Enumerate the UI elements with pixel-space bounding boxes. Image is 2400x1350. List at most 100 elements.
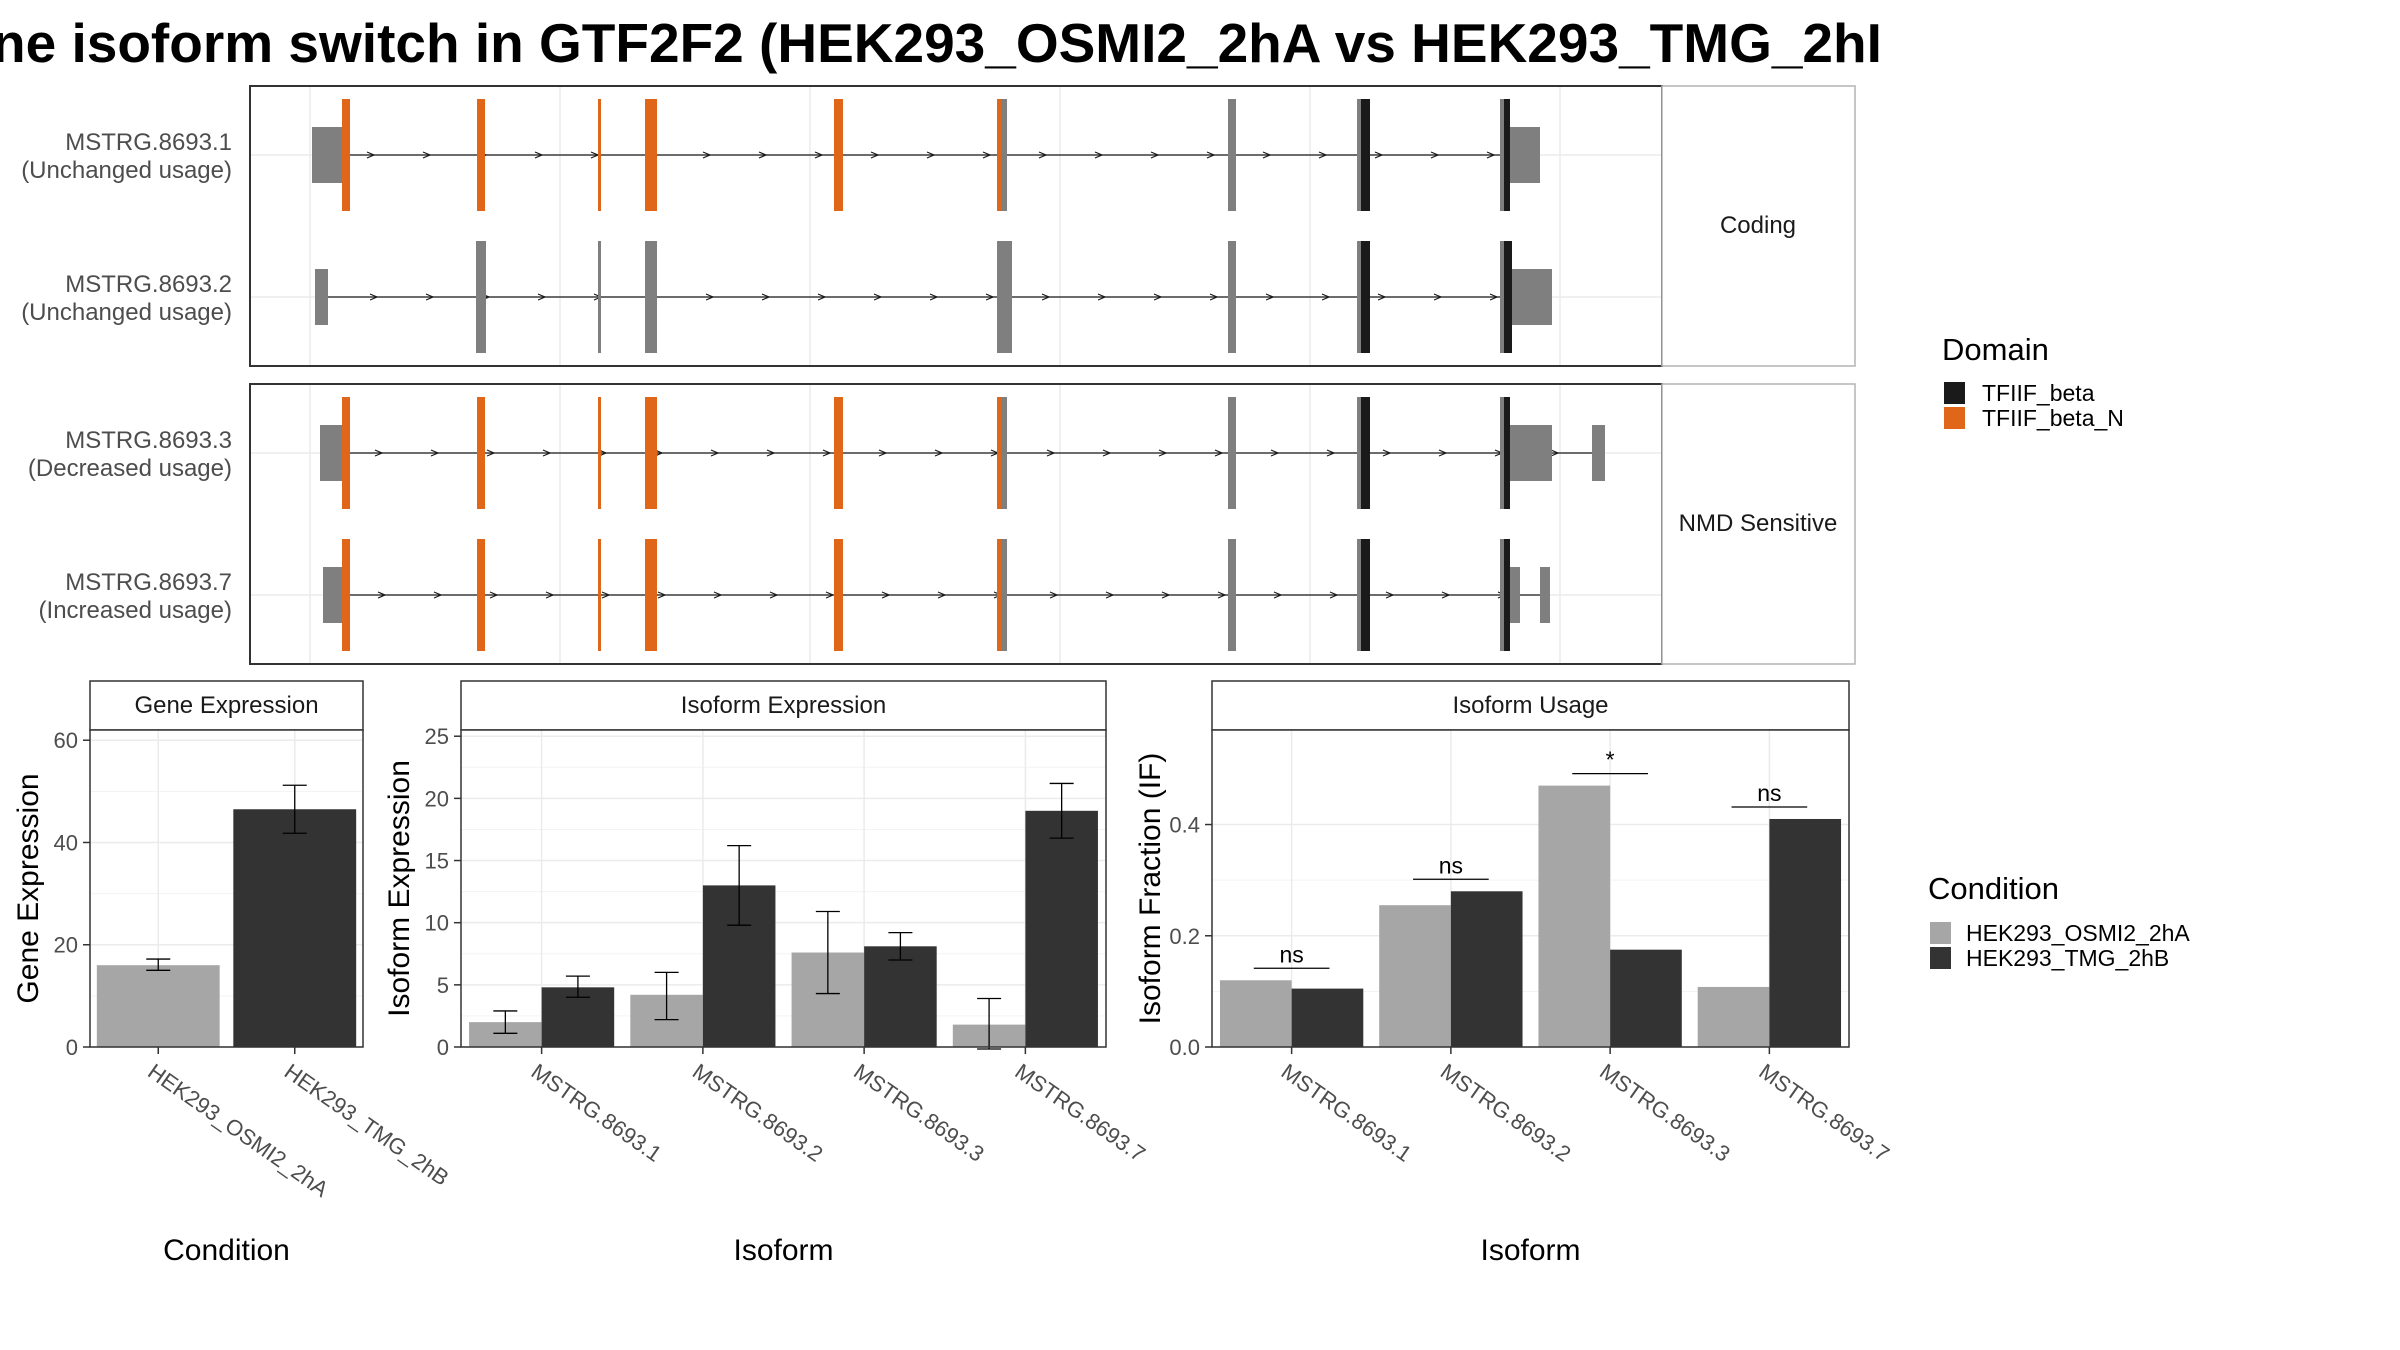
utr-exon bbox=[1510, 425, 1552, 481]
domain-legend-title: Domain bbox=[1942, 332, 2049, 367]
intron-arrow bbox=[710, 449, 720, 457]
utr-exon bbox=[1592, 425, 1605, 481]
x-tick-label: MSTRG.8693.7 bbox=[1011, 1059, 1151, 1167]
y-tick-label: 40 bbox=[54, 830, 78, 855]
utr-exon bbox=[1512, 269, 1552, 325]
strip-coding-label: Coding bbox=[1720, 212, 1796, 239]
legend-label-condition-a: HEK293_OSMI2_2hA bbox=[1966, 920, 2190, 946]
intron-arrow bbox=[1209, 293, 1219, 301]
intron-arrow bbox=[366, 151, 376, 159]
intron-arrow bbox=[926, 151, 936, 159]
intron-arrow bbox=[1161, 591, 1171, 599]
cds-exon-tfiif-beta-n bbox=[645, 99, 657, 211]
cds-exon bbox=[1228, 99, 1236, 211]
isoform-usage-8693-2: (Unchanged usage) bbox=[21, 299, 232, 326]
x-tick-label: MSTRG.8693.2 bbox=[688, 1059, 828, 1167]
y-tick-label: 0.2 bbox=[1169, 924, 1200, 949]
legend-swatch-tfiif-beta bbox=[1944, 382, 1965, 404]
x-axis-title: Condition bbox=[163, 1234, 290, 1267]
y-tick-label: 0 bbox=[437, 1035, 449, 1060]
y-axis-title: Gene Expression bbox=[12, 773, 45, 1003]
cds-exon bbox=[645, 241, 657, 353]
intron-arrow bbox=[1326, 449, 1336, 457]
intron-arrow bbox=[1041, 293, 1051, 301]
intron-arrow bbox=[1262, 151, 1272, 159]
utr-exon bbox=[1540, 567, 1550, 623]
y-tick-label: 10 bbox=[425, 911, 449, 936]
cds-exon bbox=[1228, 539, 1236, 651]
cds-exon-tfiif-beta-n bbox=[342, 539, 350, 651]
cds-exon-tfiif-beta-n bbox=[342, 99, 350, 211]
intron-arrow bbox=[537, 293, 547, 301]
cds-exon bbox=[1357, 241, 1361, 353]
intron-arrow bbox=[982, 151, 992, 159]
intron-arrow bbox=[1430, 151, 1440, 159]
legend-swatch-tfiif-beta-n bbox=[1944, 407, 1965, 429]
structure-panel-coding bbox=[249, 85, 1663, 367]
cds-exon-tfiif-beta bbox=[1361, 539, 1370, 651]
intron-arrow bbox=[542, 449, 552, 457]
significance-label: ns bbox=[1757, 780, 1781, 806]
chart-isoform-expression: Isoform Expression 0 5 10 15 20 25 MSTRG.8693.1… bbox=[383, 680, 1151, 1267]
chart-strip bbox=[89, 680, 364, 731]
y-tick-label: 5 bbox=[437, 973, 449, 998]
strip-nmd-sensitive-label: NMD Sensitive bbox=[1679, 510, 1838, 537]
cds-exon-tfiif-beta-n bbox=[477, 99, 485, 211]
utr-exon bbox=[1510, 127, 1540, 183]
intron-arrow bbox=[374, 449, 384, 457]
intron-arrow bbox=[1214, 449, 1224, 457]
isoform-usage-8693-7: (Increased usage) bbox=[39, 597, 232, 624]
intron-arrow bbox=[425, 293, 435, 301]
cds-exon-tfiif-beta-n bbox=[477, 539, 485, 651]
bar bbox=[1610, 949, 1682, 1047]
intron-arrow bbox=[486, 449, 496, 457]
y-tick-label: 20 bbox=[54, 933, 78, 958]
cds-exon-tfiif-beta bbox=[1504, 99, 1510, 211]
cds-exon-tfiif-beta-n bbox=[834, 539, 843, 651]
x-tick-label: MSTRG.8693.2 bbox=[1436, 1059, 1576, 1167]
x-tick-label: MSTRG.8693.3 bbox=[849, 1059, 989, 1167]
intron-arrow bbox=[433, 591, 443, 599]
intron-arrow bbox=[1097, 293, 1107, 301]
intron-arrow bbox=[1270, 449, 1280, 457]
intron-arrow bbox=[377, 591, 387, 599]
cds-exon bbox=[1357, 539, 1361, 651]
chart-strip-title: Isoform Usage bbox=[1452, 692, 1608, 719]
cds-exon bbox=[997, 241, 1009, 353]
y-tick-label: 60 bbox=[54, 728, 78, 753]
cds-exon bbox=[1500, 241, 1504, 353]
y-tick-label: 0 bbox=[66, 1035, 78, 1060]
intron-arrow bbox=[1486, 151, 1496, 159]
intron-arrow bbox=[758, 151, 768, 159]
intron-arrow bbox=[822, 449, 832, 457]
cds-exon bbox=[1001, 539, 1007, 651]
cds-exon-tfiif-beta-n bbox=[598, 99, 601, 211]
intron-arrow bbox=[1321, 293, 1331, 301]
intron-arrow bbox=[1438, 449, 1448, 457]
x-tick-label: MSTRG.8693.7 bbox=[1755, 1059, 1895, 1167]
intron-arrow bbox=[934, 449, 944, 457]
cds-exon bbox=[1500, 99, 1504, 211]
isoform-label-8693-3: MSTRG.8693.3 bbox=[65, 427, 232, 454]
cds-exon-tfiif-beta-n bbox=[834, 397, 843, 509]
intron-arrow bbox=[430, 449, 440, 457]
intron-arrow bbox=[1102, 449, 1112, 457]
structure-panel-nmd bbox=[249, 383, 1663, 665]
legend-label-condition-b: HEK293_TMG_2hB bbox=[1966, 945, 2169, 971]
x-axis-title: Isoform bbox=[733, 1234, 833, 1267]
intron-arrow bbox=[713, 591, 723, 599]
legend-label-tfiif-beta-n: TFIIF_beta_N bbox=[1982, 405, 2124, 431]
intron-arrow bbox=[825, 591, 835, 599]
x-tick-label: MSTRG.8693.1 bbox=[1277, 1059, 1417, 1167]
intron-arrow bbox=[489, 591, 499, 599]
cds-exon-tfiif-beta bbox=[1504, 397, 1510, 509]
cds-exon bbox=[598, 241, 601, 353]
cds-exon bbox=[1001, 99, 1007, 211]
intron-arrow bbox=[881, 591, 891, 599]
intron-arrow bbox=[1318, 151, 1328, 159]
intron-arrow bbox=[1433, 293, 1443, 301]
intron-arrow bbox=[1329, 591, 1339, 599]
x-tick-label: MSTRG.8693.1 bbox=[527, 1059, 667, 1167]
significance-label: ns bbox=[1439, 852, 1463, 878]
intron-arrow bbox=[769, 591, 779, 599]
